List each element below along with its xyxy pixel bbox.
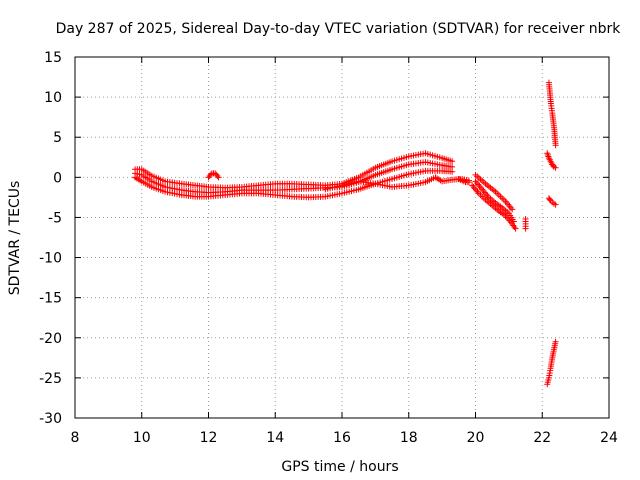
chart-title: Day 287 of 2025, Sidereal Day-to-day VTE… bbox=[56, 21, 622, 37]
x-tick-label: 16 bbox=[333, 430, 351, 446]
series-track-c bbox=[132, 167, 456, 201]
y-tick-label: -5 bbox=[48, 210, 62, 226]
y-tick-labels: 15 10 5 0 -5 -10 -15 -20 -25 -30 bbox=[39, 50, 62, 427]
data-point bbox=[449, 168, 456, 175]
y-tick-label: 10 bbox=[44, 90, 62, 106]
data-point bbox=[465, 179, 472, 186]
series-track-j bbox=[522, 216, 529, 232]
series-track-f bbox=[455, 175, 472, 186]
data-point bbox=[207, 171, 214, 178]
series-track-l bbox=[544, 150, 559, 171]
data-point bbox=[215, 174, 222, 181]
x-tick-label: 22 bbox=[533, 430, 551, 446]
data-point bbox=[512, 225, 519, 232]
data-point bbox=[552, 142, 559, 149]
x-tick-labels: 8 10 12 14 16 18 20 22 24 bbox=[71, 430, 618, 446]
data-point bbox=[509, 206, 516, 213]
data-point bbox=[546, 196, 553, 203]
series-track-h bbox=[469, 182, 519, 232]
series-track-n bbox=[544, 338, 559, 388]
series-track-i bbox=[472, 171, 516, 213]
ticks bbox=[74, 56, 610, 419]
data-point bbox=[522, 225, 529, 232]
y-tick-label: -20 bbox=[39, 331, 62, 347]
data-point bbox=[552, 338, 559, 345]
data-point bbox=[214, 172, 221, 179]
y-tick-label: 0 bbox=[53, 170, 62, 186]
x-tick-label: 8 bbox=[71, 430, 80, 446]
data-point bbox=[552, 201, 559, 208]
series-track-k bbox=[545, 79, 559, 149]
data-point bbox=[449, 158, 456, 165]
y-tick-label: 5 bbox=[53, 130, 62, 146]
data-points bbox=[132, 79, 559, 388]
x-tick-label: 12 bbox=[200, 430, 218, 446]
series-track-e bbox=[205, 170, 222, 181]
grid bbox=[75, 57, 609, 418]
series-track-m bbox=[545, 195, 559, 208]
x-tick-label: 20 bbox=[467, 430, 485, 446]
y-tick-label: -15 bbox=[39, 291, 62, 307]
x-tick-label: 24 bbox=[600, 430, 618, 446]
data-point bbox=[552, 164, 559, 171]
y-tick-label: -10 bbox=[39, 251, 62, 267]
y-tick-label: 15 bbox=[44, 50, 62, 66]
x-tick-label: 10 bbox=[133, 430, 151, 446]
y-axis-label: SDTVAR / TECUs bbox=[7, 181, 23, 296]
x-axis-label: GPS time / hours bbox=[281, 459, 398, 475]
y-tick-label: -30 bbox=[39, 411, 62, 427]
x-tick-label: 18 bbox=[400, 430, 418, 446]
x-tick-label: 14 bbox=[266, 430, 284, 446]
y-tick-label: -25 bbox=[39, 371, 62, 387]
